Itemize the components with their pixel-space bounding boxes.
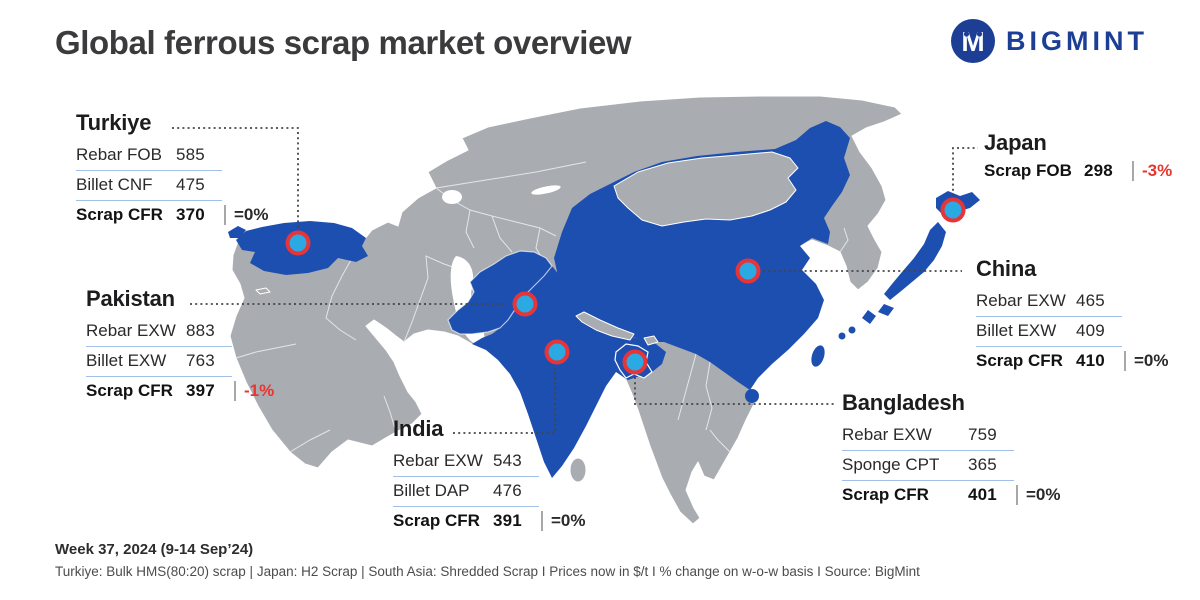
price-row: Sponge CPT 365: [842, 451, 1014, 481]
callout-bangladesh: Bangladesh Rebar EXW 759 Sponge CPT 365 …: [842, 390, 1061, 510]
callout-japan: Japan Scrap FOB 298 -3%: [984, 130, 1172, 186]
price-row-scrap: Scrap CFR 410 =0%: [976, 351, 1169, 371]
callout-country-name: Pakistan: [86, 286, 175, 311]
price-row: Billet EXW 763: [86, 347, 232, 377]
price-row: Rebar FOB 585: [76, 141, 222, 171]
svg-text:M: M: [961, 26, 984, 57]
price-row-scrap: Scrap CFR 370 =0%: [76, 205, 269, 225]
callout-country-name: China: [976, 256, 1037, 281]
wow-change: =0%: [224, 205, 269, 225]
map-marker-japan: [940, 197, 966, 223]
map-marker-bangladesh: [622, 349, 648, 375]
price-row: Rebar EXW 883: [86, 317, 232, 347]
price-row-scrap: Scrap CFR 391 =0%: [393, 511, 586, 531]
country-nepal: [575, 311, 635, 341]
price-row: Billet DAP 476: [393, 477, 539, 507]
wow-change: =0%: [1016, 485, 1061, 505]
country-pakistan: [447, 250, 553, 335]
wow-change: =0%: [1124, 351, 1169, 371]
price-row: Billet CNF 475: [76, 171, 222, 201]
wow-change: -3%: [1132, 161, 1172, 181]
callout-pakistan: Pakistan Rebar EXW 883 Billet EXW 763 Sc…: [86, 286, 274, 406]
footer-notes: Turkiye: Bulk HMS(80:20) scrap | Japan: …: [55, 564, 920, 579]
brand-name: BIGMINT: [1006, 25, 1148, 56]
map-marker-china: [735, 258, 761, 284]
callout-country-name: Bangladesh: [842, 390, 965, 415]
callout-country-name: Turkiye: [76, 110, 152, 135]
bigmint-logo-icon: M: [951, 19, 995, 63]
callout-connectors: [172, 127, 978, 434]
country-bhutan: [643, 335, 659, 346]
callout-india: India Rebar EXW 543 Billet DAP 476 Scrap…: [393, 416, 586, 536]
country-borders: [235, 161, 849, 453]
island-hainan: [745, 389, 759, 403]
price-row-scrap: Scrap CFR 401 =0%: [842, 485, 1061, 505]
price-row-scrap: Scrap FOB 298 -3%: [984, 161, 1173, 181]
map-marker-pakistan: [512, 291, 538, 317]
page-title: Global ferrous scrap market overview: [55, 24, 632, 61]
neutral-countries: [575, 151, 799, 346]
wow-change: -1%: [234, 381, 274, 401]
price-row: Rebar EXW 543: [393, 447, 539, 477]
callout-country-name: Japan: [984, 130, 1047, 155]
footer-week: Week 37, 2024 (9-14 Sep’24): [55, 541, 254, 558]
map-marker-india: [544, 339, 570, 365]
country-mongolia: [613, 151, 799, 227]
wow-change: =0%: [541, 511, 586, 531]
callout-china: China Rebar EXW 465 Billet EXW 409 Scrap…: [976, 256, 1169, 376]
price-row-scrap: Scrap CFR 397 -1%: [86, 381, 275, 401]
price-row: Rebar EXW 465: [976, 287, 1122, 317]
brand-logo: M BIGMINT: [950, 18, 1148, 64]
price-row: Rebar EXW 759: [842, 421, 1014, 451]
island-taiwan: [811, 345, 825, 367]
price-row: Billet EXW 409: [976, 317, 1122, 347]
callout-turkiye: Turkiye Rebar FOB 585 Billet CNF 475 Scr…: [76, 110, 269, 230]
map-marker-turkiye: [285, 230, 311, 256]
country-india: [472, 266, 666, 478]
callout-country-name: India: [393, 416, 444, 441]
